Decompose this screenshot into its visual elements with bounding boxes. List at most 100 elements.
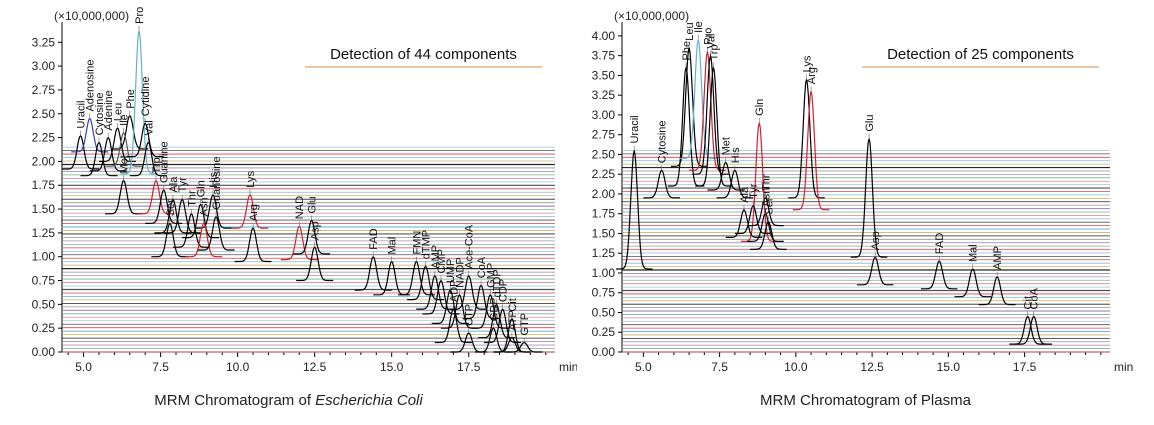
x-axis-unit: min (1114, 360, 1133, 374)
peak-gtp (505, 341, 543, 353)
peak-label: Lys (802, 55, 814, 72)
peak-met (105, 179, 143, 215)
y-tick-label: 2.50 (592, 147, 616, 161)
caption-plasma-prefix: MRM Chromatogram of Plasma (760, 392, 971, 409)
peak-label: GDP (488, 297, 500, 321)
y-tick-label: 1.25 (32, 226, 56, 240)
y-scale-label: (×10,000,000) (614, 9, 689, 23)
peak-label: Mal (968, 244, 980, 262)
peak-label: Ser (165, 199, 177, 216)
peak-label: UMP (445, 259, 457, 283)
y-tick-label: 2.50 (32, 107, 56, 121)
caption-ecoli-italic: Escherichia Coli (315, 392, 423, 409)
chart-ecoli: (×10,000,000) 0.00 0.25 0.50 0.75 1.00 1.25 1.5… (32, 7, 577, 374)
y-tick-label: 4.00 (592, 29, 616, 43)
peak-label: His (730, 147, 742, 163)
peak-label: Ile (119, 114, 131, 126)
peak-label: His (208, 171, 220, 187)
y-tick-label: 3.00 (32, 59, 56, 73)
peak-gln (182, 203, 220, 239)
x-tick-label: 5.0 (75, 360, 92, 374)
peak-label: Pro (134, 7, 146, 24)
peak-label: GTP (519, 313, 531, 336)
peak-label: Cytosine (657, 120, 669, 163)
chart-panel-ecoli: (×10,000,000) 0.00 0.25 0.50 0.75 1.00 1.25 1.5… (0, 7, 577, 409)
peak-label: Glu (307, 196, 319, 213)
peak-label: Ala (739, 186, 751, 203)
peak-ump (431, 289, 469, 324)
peak-label: Phe (125, 89, 137, 109)
peak-label: Asn (199, 197, 211, 216)
y-tick-label: 3.00 (592, 108, 616, 122)
peak-label: Thr (186, 190, 198, 207)
peak-ser (151, 222, 189, 258)
peak-leu (670, 47, 708, 167)
peak-label: Leu (684, 22, 696, 40)
chart-panel-plasma: (×10,000,000) 0.00 0.25 0.50 0.75 1.00 1.25 1.5… (577, 0, 1154, 425)
y-tick-label: 3.25 (592, 88, 616, 102)
peak-label: Cytosine (94, 93, 106, 136)
peak-label: FAD (368, 228, 380, 249)
peak-label: Adenine (103, 90, 115, 130)
x-tick-label: 15.0 (380, 360, 404, 374)
y-tick-label: 0.50 (32, 297, 56, 311)
peak-val (129, 141, 167, 177)
y-tick-label: 1.75 (32, 178, 56, 192)
peak-label: dTMP (421, 230, 433, 259)
peak-label: Mal (387, 237, 399, 255)
peak-label: Arg (806, 67, 818, 84)
peak-arg (234, 227, 272, 263)
x-tick-label: 15.0 (937, 360, 961, 374)
peak-trp (137, 179, 175, 215)
peak-label: AMP (430, 245, 442, 269)
peak-label: NADP (454, 257, 466, 288)
peak-phe (111, 114, 149, 150)
x-tick-label: 17.5 (1013, 360, 1037, 374)
y-tick-label: 2.00 (592, 187, 616, 201)
y-tick-label: 2.75 (32, 83, 56, 97)
x-tick-label: 5.0 (635, 360, 652, 374)
peak-cytosine (80, 141, 118, 177)
peak-label: ADP (448, 279, 460, 302)
y-tick-label: 2.25 (32, 131, 56, 145)
y-tick-label: 1.00 (32, 250, 56, 264)
peak-ace-coa (450, 274, 488, 310)
y-tick-label: 0.00 (32, 345, 56, 359)
peak-label: Cytidine (140, 77, 152, 117)
peak-pro (120, 30, 158, 175)
y-tick-label: 3.50 (592, 68, 616, 82)
peak-label: FMN (411, 231, 423, 255)
peak-label: Ace-CoA (464, 224, 476, 269)
peak-his (194, 193, 232, 229)
y-tick-label: 3.75 (592, 49, 616, 63)
peak-label: Adenosine (85, 60, 97, 112)
x-tick-label: 12.5 (303, 360, 327, 374)
y-tick-label: 2.75 (592, 128, 616, 142)
peak-label: ATP (507, 310, 519, 331)
x-tick-label: 10.0 (784, 360, 808, 374)
peak-label: FAD (934, 233, 946, 254)
peak-glu (293, 219, 331, 255)
peak-label: Tyr (177, 177, 189, 193)
peak-label: Trp (151, 157, 163, 173)
peak-label: Val (143, 120, 155, 135)
chart-plasma: (×10,000,000) 0.00 0.25 0.50 0.75 1.00 1.25 1.5… (592, 9, 1134, 374)
peak-label: Trp (709, 44, 721, 60)
peak-label: Ile (693, 21, 705, 33)
y-tick-label: 2.00 (32, 154, 56, 168)
x-tick-label: 7.5 (152, 360, 169, 374)
peak-label: Guanosine (211, 156, 223, 209)
peak-label: CMP (436, 249, 448, 273)
peak-fad (920, 260, 958, 290)
peak-cytidine (126, 122, 164, 158)
caption-ecoli: MRM Chromatogram of Escherichia Coli (0, 392, 577, 409)
peak-label: Arg (248, 204, 260, 221)
caption-ecoli-prefix: MRM Chromatogram of (154, 392, 316, 409)
peak-label: Leu (112, 103, 124, 121)
y-tick-label: 1.75 (592, 207, 616, 221)
peak-lys (788, 79, 825, 199)
peak-label: Cit (507, 298, 519, 311)
peak-label: Tyr (748, 183, 760, 199)
peak-label: CoA (476, 256, 488, 278)
y-tick-label: 1.50 (592, 226, 616, 240)
